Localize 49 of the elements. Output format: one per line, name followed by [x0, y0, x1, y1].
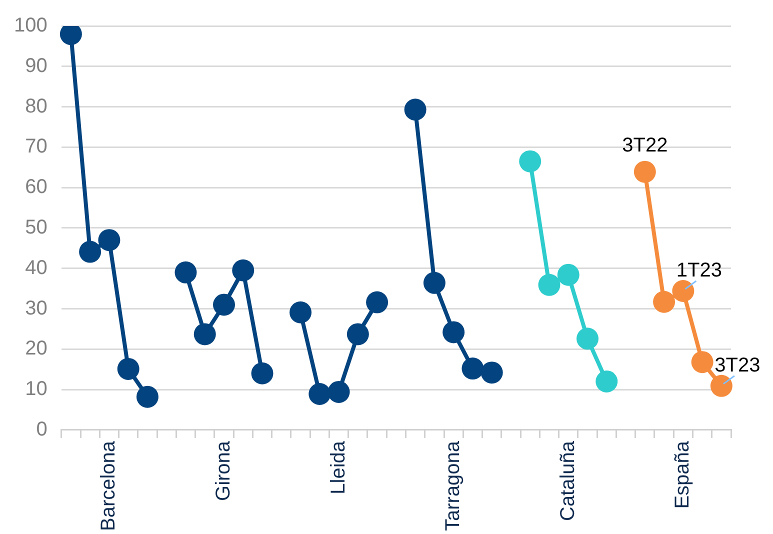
x-tick-label: Barcelona — [98, 440, 120, 532]
x-tick-label: España — [672, 440, 694, 509]
point — [480, 362, 503, 384]
point — [290, 301, 312, 324]
annotation: 1T23 — [676, 260, 722, 282]
annotation: 3T23 — [714, 354, 760, 376]
y-tick-label: 30 — [25, 297, 48, 320]
point — [462, 358, 484, 380]
point — [596, 370, 618, 392]
y-tick-label: 70 — [25, 136, 48, 158]
point — [79, 240, 102, 263]
point — [672, 280, 694, 302]
point — [212, 294, 235, 316]
point — [710, 374, 732, 397]
x-tick-label: Tarragona — [442, 440, 464, 532]
point — [691, 351, 714, 374]
y-tick-label: 80 — [25, 95, 48, 118]
x-tick-label: Cataluña — [556, 440, 579, 522]
point — [576, 328, 599, 350]
point — [136, 386, 158, 408]
y-tick-label: 10 — [25, 378, 48, 400]
point — [328, 380, 350, 403]
point — [251, 362, 274, 384]
annotation: 3T22 — [622, 134, 668, 156]
point — [174, 261, 197, 284]
point — [653, 290, 676, 313]
y-tick-label: 60 — [25, 176, 48, 198]
y-tick-label: 0 — [36, 418, 48, 440]
x-tick-label: Girona — [212, 440, 235, 501]
point — [308, 382, 331, 405]
y-tick-label: 100 — [14, 14, 48, 37]
point — [538, 274, 560, 296]
point — [194, 323, 216, 346]
y-tick-label: 50 — [25, 216, 48, 238]
point — [117, 358, 140, 380]
point — [634, 160, 656, 183]
point — [366, 291, 388, 314]
point — [404, 98, 426, 121]
point — [423, 272, 446, 294]
point — [442, 321, 465, 344]
y-tick-label: 20 — [25, 338, 48, 360]
point — [519, 150, 542, 172]
point — [557, 264, 580, 286]
y-tick-label: 40 — [25, 256, 48, 279]
point — [346, 323, 369, 346]
point — [232, 259, 254, 282]
y-tick-label: 90 — [25, 54, 48, 77]
x-tick-label: Lleida — [327, 440, 350, 494]
point — [98, 229, 120, 252]
